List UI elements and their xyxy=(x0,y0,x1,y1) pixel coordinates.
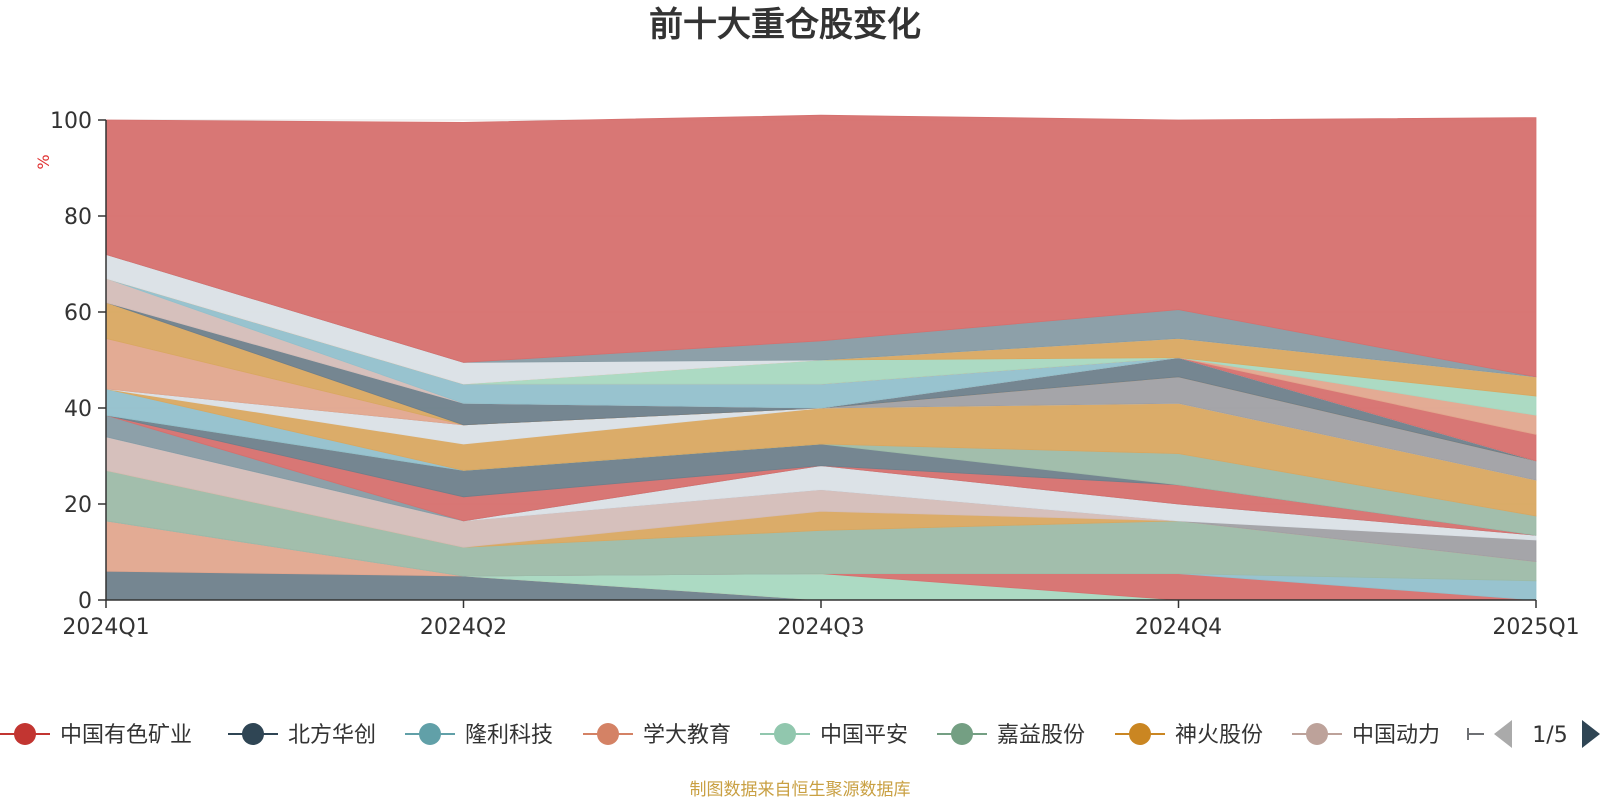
source-note: 制图数据来自恒生聚源数据库 xyxy=(690,780,911,800)
next-page-icon[interactable] xyxy=(1582,720,1600,748)
y-tick-label: 100 xyxy=(50,109,92,134)
y-tick-label: 40 xyxy=(64,397,92,422)
y-tick-label: 60 xyxy=(64,301,92,326)
y-tick-label: 0 xyxy=(78,589,92,614)
y-axis-unit: % xyxy=(34,154,53,169)
legend-item[interactable]: 学大教育 xyxy=(583,723,731,748)
legend-item[interactable]: 中国动力 xyxy=(1292,723,1440,748)
legend-label: 中国动力 xyxy=(1352,723,1440,748)
legend-item[interactable]: 北方华创 xyxy=(228,723,376,748)
legend-label: 嘉益股份 xyxy=(997,723,1085,748)
legend-marker-icon xyxy=(14,723,36,745)
x-tick-label: 2024Q1 xyxy=(62,615,149,640)
legend-marker-icon xyxy=(419,723,441,745)
legend-marker-icon xyxy=(951,723,973,745)
legend-label: 北方华创 xyxy=(288,723,376,748)
y-ticks: 0 20 40 60 80 100 xyxy=(50,109,106,614)
legend-label: 中国平安 xyxy=(820,723,908,748)
legend-marker-icon xyxy=(1129,723,1151,745)
chart-title: 前十大重仓股变化 xyxy=(649,5,921,45)
stacked-areas xyxy=(105,114,1537,601)
x-tick-label: 2024Q3 xyxy=(777,615,864,640)
x-tick-label: 2025Q1 xyxy=(1492,615,1579,640)
legend-item[interactable]: 嘉益股份 xyxy=(937,723,1085,748)
legend-marker-icon xyxy=(774,723,796,745)
legend-marker-icon xyxy=(1306,723,1328,745)
legend-item-partial xyxy=(1467,728,1484,740)
legend-label: 隆利科技 xyxy=(465,723,553,748)
prev-page-icon[interactable] xyxy=(1494,720,1512,748)
legend-label: 神火股份 xyxy=(1175,723,1263,748)
x-tick-label: 2024Q4 xyxy=(1135,615,1222,640)
legend-pager: 1/5 xyxy=(1494,720,1600,748)
legend: 中国有色矿业 北方华创 隆利科技 学大教育 中国平安 嘉益股份 神火股份 中国动力 xyxy=(0,723,1484,748)
x-ticks: 2024Q1 2024Q2 2024Q3 2024Q4 2025Q1 xyxy=(62,600,1580,640)
y-tick-label: 20 xyxy=(64,493,92,518)
legend-item[interactable]: 中国平安 xyxy=(760,723,908,748)
legend-item[interactable]: 神火股份 xyxy=(1115,723,1263,748)
legend-item[interactable]: 中国有色矿业 xyxy=(0,723,192,748)
y-tick-label: 80 xyxy=(64,205,92,230)
legend-label: 中国有色矿业 xyxy=(60,723,192,748)
legend-page-indicator: 1/5 xyxy=(1532,723,1567,748)
legend-marker-icon xyxy=(242,723,264,745)
legend-marker-icon xyxy=(597,723,619,745)
legend-label: 学大教育 xyxy=(643,723,731,748)
legend-item[interactable]: 隆利科技 xyxy=(405,723,553,748)
x-tick-label: 2024Q2 xyxy=(420,615,507,640)
area-series-31 xyxy=(105,114,1537,378)
